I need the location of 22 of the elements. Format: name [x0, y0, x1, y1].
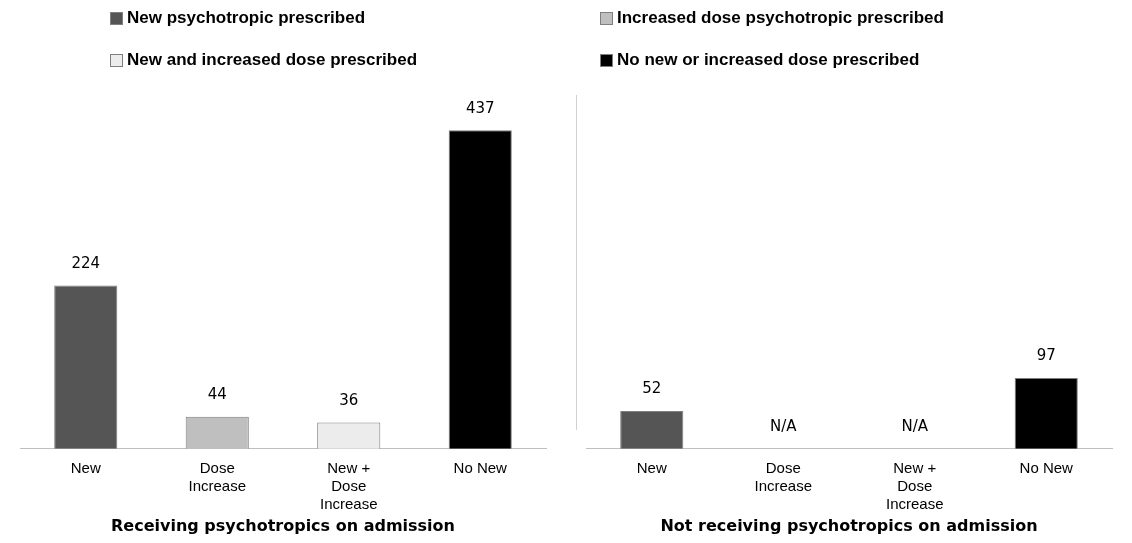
legend-label: Increased dose psychotropic prescribed	[616, 8, 945, 28]
x-tick-label: New	[70, 458, 101, 476]
legend-label: New psychotropic prescribed	[126, 8, 367, 28]
x-tick-label: Dose Increase	[754, 458, 813, 494]
data-label: 44	[207, 385, 227, 404]
x-tick-label: No New	[1019, 458, 1074, 476]
text: N/A	[769, 417, 797, 436]
data-label: 97	[1036, 346, 1056, 365]
text: N/A	[901, 417, 929, 436]
x-tick-label: New + Dose Increase	[319, 458, 378, 512]
data-label: 437	[465, 98, 495, 117]
x-axis-title: Receiving psychotropics on admission	[111, 515, 455, 535]
x-axis-title: Not receiving psychotropics on admission	[660, 515, 1038, 535]
legend-label: No new or increased dose prescribed	[616, 50, 921, 70]
x-tick-label: New + Dose Increase	[885, 458, 944, 512]
legend-label: New and increased dose prescribed	[126, 50, 419, 70]
data-label: 36	[339, 390, 359, 409]
x-tick-label: New	[636, 458, 667, 476]
x-tick-label: Dose Increase	[188, 458, 247, 494]
data-label: 52	[642, 379, 662, 398]
data-label: 224	[71, 253, 101, 272]
x-tick-label: No New	[453, 458, 508, 476]
